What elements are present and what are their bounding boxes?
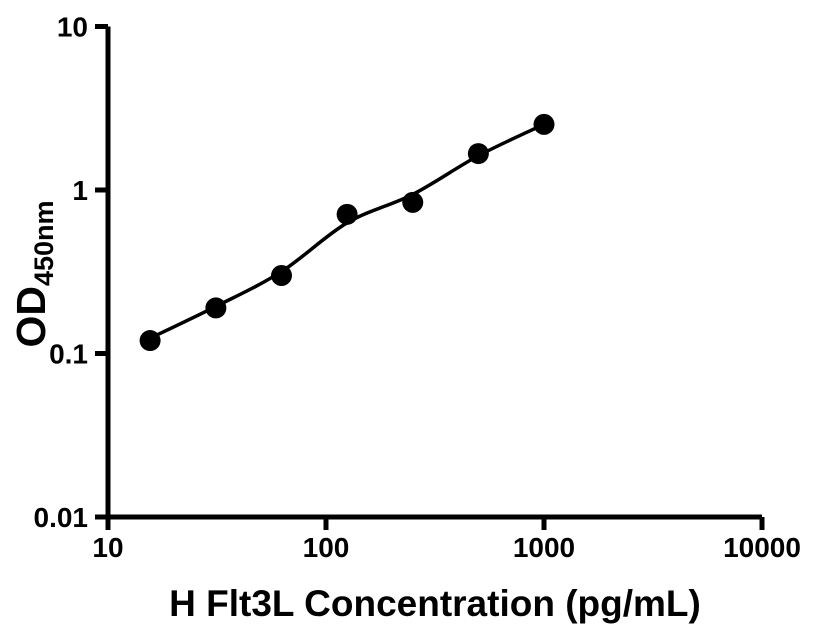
data-point [205,297,227,319]
x-tick-label: 100 [303,532,350,563]
y-tick-label: 1 [72,175,88,206]
x-tick-label: 10 [92,532,123,563]
x-tick-label: 10000 [723,532,801,563]
y-axis-label: OD450nm [8,200,60,347]
y-axis-label-subscript: 450nm [29,200,59,287]
y-tick-label: 0.01 [34,502,89,533]
data-point [139,330,161,352]
y-tick-label: 10 [57,12,88,43]
x-tick-label: 1000 [513,532,575,563]
data-point [533,113,555,135]
data-point [271,264,293,286]
x-axis-title: H Flt3L Concentration (pg/mL) [169,583,701,624]
data-point [467,143,489,165]
y-axis-label-main: OD [8,286,54,348]
data-point [402,191,424,213]
y-tick-label: 0.1 [49,339,88,370]
data-point [336,203,358,225]
